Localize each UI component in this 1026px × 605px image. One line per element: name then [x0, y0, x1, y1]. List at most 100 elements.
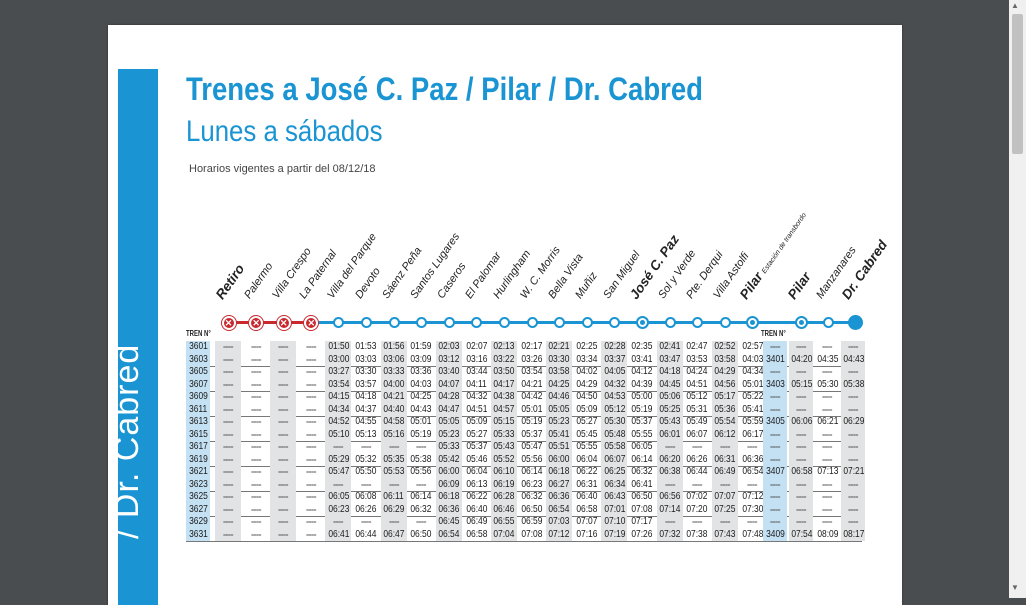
- departure-time: 06:28: [491, 491, 517, 504]
- departure-time: ====: [305, 370, 316, 376]
- route-line-closed: [223, 321, 307, 324]
- departure-time: 02:47: [686, 341, 708, 352]
- departure-time: 02:13: [491, 341, 517, 354]
- connecting-train-number: ====: [763, 453, 787, 466]
- departure-time: 04:56: [711, 378, 738, 391]
- departure-time: 06:29: [380, 503, 407, 516]
- connecting-time: ====: [841, 341, 865, 354]
- departure-time: 03:06: [380, 353, 407, 366]
- connecting-time: ====: [822, 507, 832, 514]
- table-row: 3625 ==== ==== ==== ==== 06:05 06:08 06:11 06:14…: [186, 491, 865, 504]
- departure-time: 02:21: [546, 341, 573, 354]
- departure-time: ====: [270, 528, 297, 541]
- station-stop-icon: [499, 317, 510, 328]
- departure-time: 05:56: [521, 453, 543, 465]
- row-divider: [186, 366, 862, 367]
- departure-time: 04:25: [410, 391, 432, 402]
- departure-time: 06:04: [576, 453, 598, 465]
- departure-time: 04:28: [435, 391, 462, 404]
- departure-time: 05:56: [410, 466, 432, 477]
- connecting-time: 08:17: [841, 528, 865, 541]
- departure-time: ====: [250, 395, 261, 401]
- departure-time: 06:23: [325, 503, 352, 516]
- station-label: Pilar: [785, 269, 814, 302]
- connecting-time: ====: [841, 503, 865, 516]
- departure-time: 05:09: [465, 416, 487, 427]
- train-number: 3631: [186, 528, 210, 541]
- departure-time: 06:11: [380, 491, 407, 504]
- departure-time: 05:06: [656, 391, 683, 404]
- departure-time: ====: [250, 520, 261, 526]
- departure-time: 05:05: [435, 416, 462, 429]
- departure-time: ====: [747, 520, 758, 526]
- departure-time: 04:46: [546, 391, 573, 404]
- connecting-time: 04:35: [817, 353, 839, 365]
- departure-time: 05:01: [521, 403, 543, 415]
- departure-time: 05:47: [325, 466, 352, 479]
- validity-note: Horarios vigentes a partir del 08/12/18: [189, 163, 376, 175]
- departure-time: 05:35: [380, 453, 407, 466]
- departure-time: 07:38: [686, 528, 708, 540]
- departure-time: 04:25: [546, 378, 573, 391]
- departure-time: 04:03: [741, 353, 763, 365]
- departure-time: ====: [416, 445, 427, 451]
- train-number: 3627: [186, 503, 210, 516]
- departure-time: 07:08: [631, 503, 653, 515]
- connecting-time: 06:21: [817, 416, 839, 427]
- departure-time: 06:47: [380, 528, 407, 541]
- terminal-station-icon: [636, 316, 649, 329]
- departure-time: 06:31: [711, 453, 738, 466]
- scroll-up-arrow-icon[interactable]: ▲: [1011, 1, 1019, 10]
- departure-time: ====: [215, 403, 241, 416]
- train-number: 3615: [186, 428, 210, 441]
- departure-time: 04:37: [355, 403, 377, 415]
- departure-time: 02:35: [631, 341, 653, 352]
- departure-time: ====: [250, 532, 261, 539]
- departure-time: 02:28: [601, 341, 628, 354]
- departure-time: ====: [305, 532, 316, 539]
- row-divider: [186, 391, 862, 392]
- connecting-time: ====: [822, 520, 832, 526]
- connecting-time: ====: [789, 428, 813, 441]
- departure-time: 05:43: [491, 441, 517, 454]
- departure-time: 04:17: [491, 378, 517, 391]
- departure-time: 04:42: [521, 391, 543, 402]
- station-label: Devoto: [353, 266, 383, 301]
- row-divider: [186, 441, 862, 442]
- departure-time: 04:02: [576, 366, 598, 377]
- connecting-time: ====: [822, 495, 832, 501]
- station-stop-icon: [692, 317, 704, 328]
- departure-time: 04:21: [521, 378, 543, 390]
- departure-time: 03:37: [601, 353, 628, 366]
- departure-time: ====: [215, 391, 241, 404]
- connecting-train-number: ====: [763, 391, 787, 404]
- departure-time: ====: [305, 495, 316, 501]
- departure-time: 06:01: [656, 428, 683, 441]
- departure-time: 03:27: [325, 366, 352, 379]
- scroll-down-arrow-icon[interactable]: ▼: [1011, 583, 1019, 592]
- station-stop-icon: [581, 317, 593, 328]
- departure-time: ====: [656, 441, 683, 454]
- departure-time: ====: [250, 370, 261, 376]
- departure-time: ====: [270, 466, 297, 479]
- connecting-train-number: ====: [763, 491, 787, 504]
- train-number: 3629: [186, 516, 210, 529]
- departure-time: ====: [270, 403, 297, 416]
- connecting-time: 05:30: [817, 378, 839, 390]
- departure-time: 06:49: [465, 516, 487, 527]
- departure-time: ====: [215, 491, 241, 504]
- departure-time: 07:30: [741, 503, 763, 515]
- departure-time: 07:16: [576, 528, 598, 540]
- departure-time: 05:51: [546, 441, 573, 454]
- departure-time: 07:25: [711, 503, 738, 516]
- table-row: 3601 ==== ==== ==== ==== 01:50 01:53 01:56 01:59…: [186, 341, 865, 354]
- table-row: 3607 ==== ==== ==== ==== 03:54 03:57 04:00 04:03…: [186, 378, 865, 391]
- station-stop-icon: [554, 317, 566, 328]
- departure-time: 05:33: [435, 441, 462, 454]
- departure-time: 02:03: [435, 341, 462, 354]
- table-row: 3627 ==== ==== ==== ==== 06:23 06:26 06:29 06:32…: [186, 503, 865, 516]
- departure-time: 04:21: [380, 391, 407, 404]
- departure-time: 04:34: [741, 366, 763, 377]
- departure-time: 05:42: [435, 453, 462, 466]
- scrollbar-thumb[interactable]: [1012, 14, 1023, 154]
